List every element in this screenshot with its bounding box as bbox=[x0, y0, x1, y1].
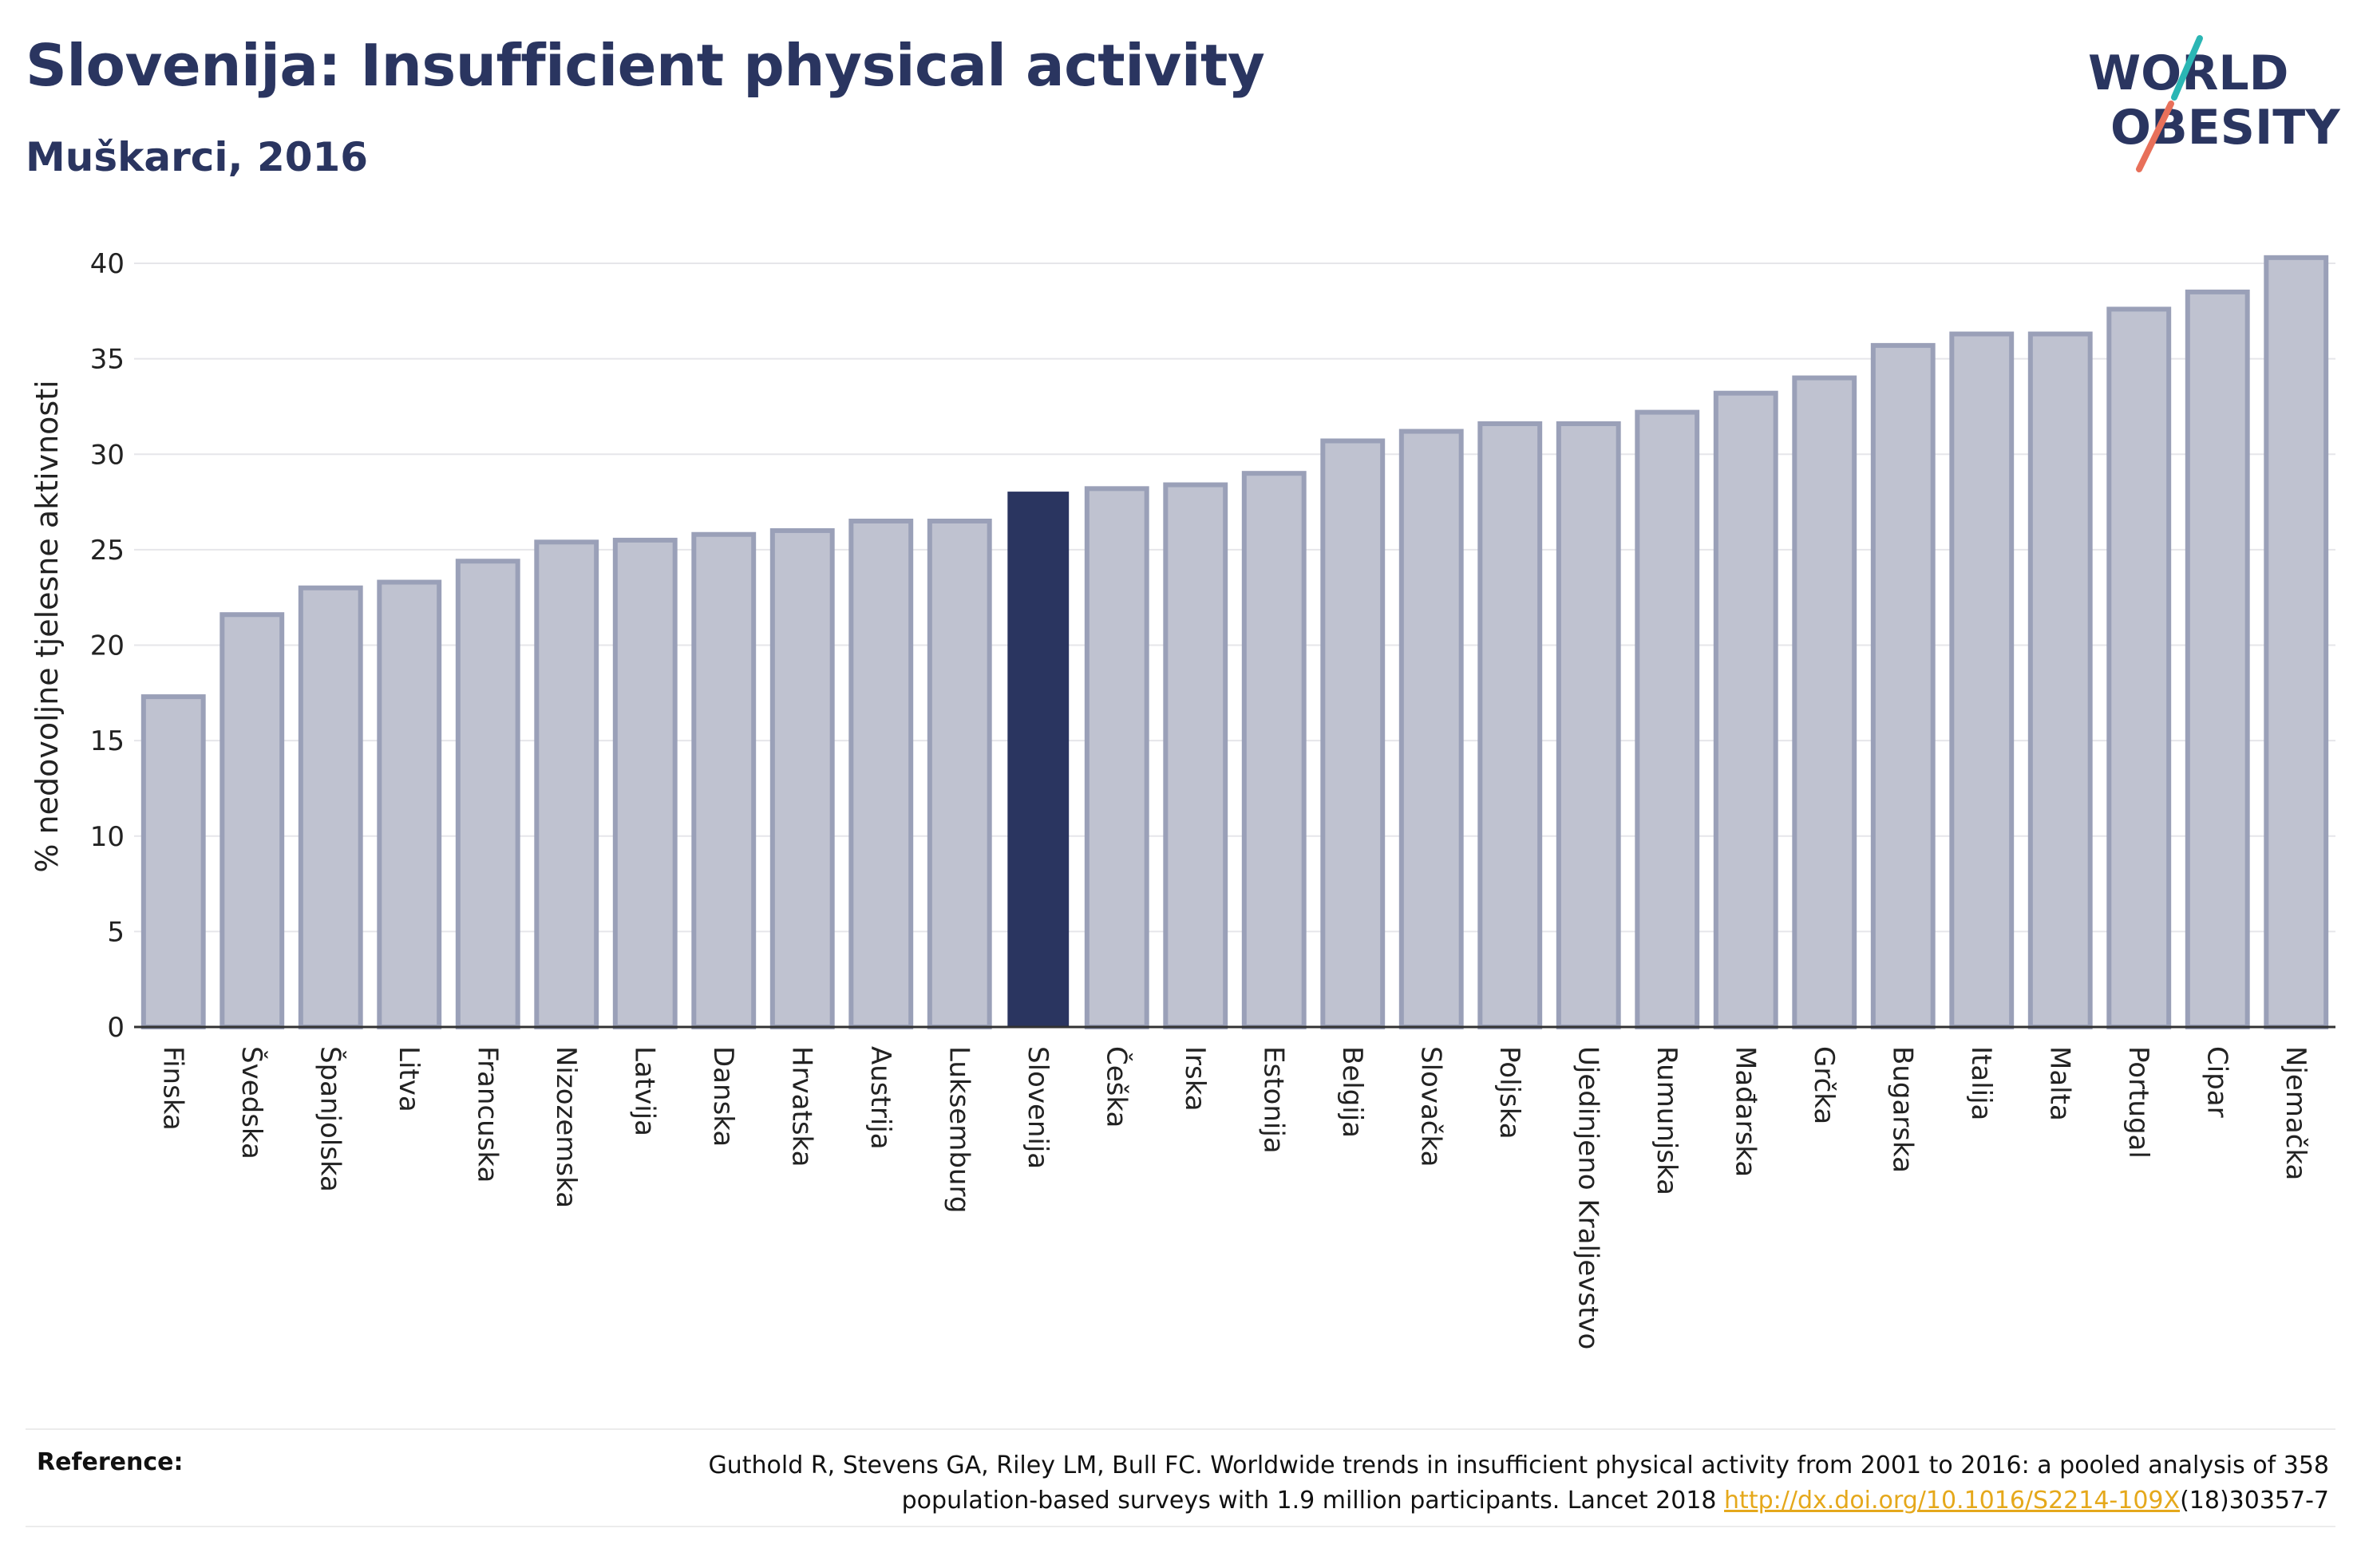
bar-belgija bbox=[1320, 438, 1386, 1029]
y-tick-label: 30 bbox=[90, 439, 125, 471]
reference-line2-prefix: population-based surveys with 1.9 millio… bbox=[901, 1487, 1725, 1515]
x-tick-label: Portugal bbox=[2122, 1046, 2154, 1159]
x-tick-label: Mađarska bbox=[1729, 1046, 1761, 1177]
reference-line2-suffix: (18)30357-7 bbox=[2180, 1487, 2329, 1515]
bar-švedska bbox=[219, 612, 285, 1029]
reference-label: Reference: bbox=[37, 1448, 184, 1476]
bar-luksemburg bbox=[927, 518, 992, 1029]
bar-latvija bbox=[612, 537, 678, 1029]
bar-estonija bbox=[1241, 471, 1307, 1029]
x-tick-label: Češka bbox=[1100, 1046, 1133, 1128]
logo-slash-bottom bbox=[2136, 101, 2174, 172]
bar-austrija bbox=[848, 518, 914, 1029]
x-tick-label: Malta bbox=[2043, 1046, 2075, 1121]
y-axis-title: % nedovoljne tjelesne aktivnosti bbox=[30, 380, 65, 872]
x-tick-label: Ujedinjeno Kraljevstvo bbox=[1572, 1046, 1604, 1349]
y-tick-label: 35 bbox=[90, 344, 125, 376]
x-tick-label: Bugarska bbox=[1886, 1046, 1918, 1173]
bar-rumunjska bbox=[1635, 409, 1700, 1029]
bar-portugal bbox=[2106, 306, 2172, 1030]
x-tick-label: Cipar bbox=[2201, 1046, 2232, 1118]
bar-njemačka bbox=[2264, 255, 2329, 1029]
bar-slovenija bbox=[1007, 492, 1070, 1028]
bar-slovačka bbox=[1398, 429, 1464, 1029]
reference-line1: Guthold R, Stevens GA, Riley LM, Bull FC… bbox=[708, 1451, 2329, 1479]
y-axis-ticks: 0 5 10 15 20 25 30 35 40 bbox=[90, 248, 125, 1044]
bar-cipar bbox=[2185, 289, 2250, 1029]
bar-litva bbox=[377, 579, 442, 1029]
y-tick-label: 10 bbox=[90, 821, 125, 853]
bars bbox=[140, 255, 2329, 1030]
bar-bugarska bbox=[1870, 342, 1936, 1029]
x-tick-label: Nizozemska bbox=[550, 1046, 582, 1208]
logo-line2: OBESITY bbox=[2110, 100, 2341, 156]
bar-španjolska bbox=[298, 585, 363, 1029]
reference-doi-link[interactable]: http://dx.doi.org/10.1016/S2214-109X bbox=[1724, 1487, 2181, 1515]
x-tick-label: Hrvatska bbox=[785, 1046, 817, 1167]
y-tick-label: 5 bbox=[107, 916, 125, 948]
bar-mađarska bbox=[1713, 390, 1778, 1029]
bar-nizozemska bbox=[534, 539, 599, 1029]
x-tick-label: Finska bbox=[156, 1046, 188, 1131]
reference-bottom-divider bbox=[26, 1526, 2335, 1527]
bar-malta bbox=[2027, 331, 2093, 1029]
x-tick-label: Estonija bbox=[1257, 1046, 1289, 1154]
y-tick-label: 0 bbox=[107, 1012, 125, 1044]
x-axis-labels: Finska Švedska Španjolska Litva Francuska Niz… bbox=[156, 1046, 2312, 1349]
y-tick-label: 15 bbox=[90, 725, 125, 757]
reference-top-divider bbox=[26, 1428, 2335, 1430]
world-obesity-logo: WORLD OBESITY bbox=[2082, 32, 2353, 176]
bar-hrvatska bbox=[769, 527, 835, 1029]
x-tick-label: Slovačka bbox=[1414, 1046, 1446, 1167]
x-tick-label: Francuska bbox=[471, 1046, 503, 1183]
bar-ujedinjeno-kraljevstvo bbox=[1556, 421, 1621, 1029]
x-tick-label: Španjolska bbox=[314, 1046, 346, 1192]
logo-slash-top bbox=[2171, 35, 2203, 101]
x-tick-label: Luksemburg bbox=[943, 1046, 975, 1213]
x-tick-label: Grčka bbox=[1808, 1046, 1840, 1124]
x-tick-label: Slovenija bbox=[1022, 1046, 1054, 1169]
bar-poljska bbox=[1477, 421, 1543, 1029]
x-tick-label: Latvija bbox=[628, 1046, 660, 1136]
y-tick-label: 40 bbox=[90, 248, 125, 280]
bar-francuska bbox=[455, 559, 520, 1029]
bar-grčka bbox=[1792, 375, 1857, 1029]
x-tick-label: Rumunjska bbox=[1651, 1046, 1683, 1195]
x-tick-label: Litva bbox=[393, 1046, 425, 1112]
x-tick-label: Italija bbox=[1965, 1046, 1997, 1120]
reference-text: Guthold R, Stevens GA, Riley LM, Bull FC… bbox=[533, 1448, 2329, 1519]
x-tick-label: Irska bbox=[1179, 1046, 1211, 1112]
page-subtitle: Muškarci, 2016 bbox=[26, 134, 369, 180]
x-tick-label: Švedska bbox=[235, 1046, 268, 1159]
logo-line1: WORLD bbox=[2088, 45, 2288, 101]
bar-irska bbox=[1163, 482, 1228, 1029]
x-tick-label: Njemačka bbox=[2280, 1046, 2312, 1180]
x-tick-label: Belgija bbox=[1336, 1046, 1368, 1138]
y-tick-label: 20 bbox=[90, 630, 125, 662]
bar-finska bbox=[140, 694, 206, 1029]
bar-danska bbox=[691, 531, 757, 1029]
x-tick-label: Austrija bbox=[864, 1046, 896, 1150]
bar-italija bbox=[1949, 331, 2015, 1029]
page-title: Slovenija: Insufficient physical activit… bbox=[26, 32, 1265, 99]
x-tick-label: Danska bbox=[707, 1046, 739, 1147]
bar-češka bbox=[1084, 486, 1149, 1029]
y-tick-label: 25 bbox=[90, 535, 125, 567]
x-tick-label: Poljska bbox=[1493, 1046, 1525, 1139]
